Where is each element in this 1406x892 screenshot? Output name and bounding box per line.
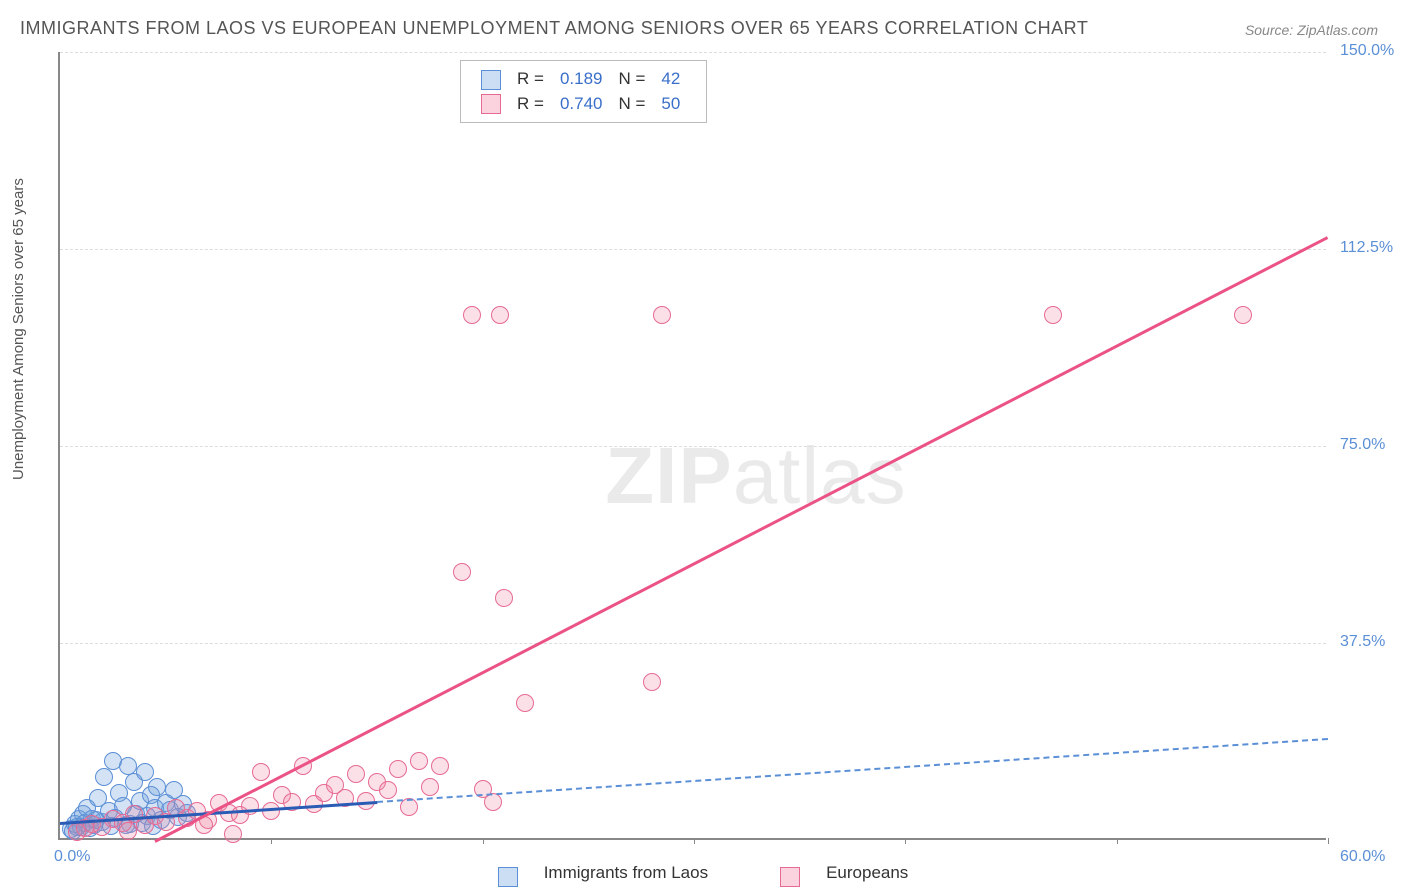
legend-swatch — [498, 867, 518, 887]
legend-item: Europeans — [762, 863, 926, 882]
scatter-point — [431, 757, 449, 775]
scatter-point — [389, 760, 407, 778]
legend-swatch — [481, 94, 501, 114]
legend-n-value: 50 — [653, 92, 688, 117]
legend-n-value: 42 — [653, 67, 688, 92]
legend-row: R =0.740N =50 — [473, 92, 688, 117]
legend-swatch — [481, 70, 501, 90]
x-tick — [483, 838, 484, 844]
scatter-point — [491, 306, 509, 324]
scatter-point — [410, 752, 428, 770]
y-tick-label: 150.0% — [1340, 42, 1394, 60]
legend-label: Immigrants from Laos — [544, 863, 708, 882]
legend-n-label: N = — [610, 67, 653, 92]
legend-r-value: 0.740 — [552, 92, 611, 117]
y-tick-label: 37.5% — [1340, 633, 1385, 651]
scatter-point — [643, 673, 661, 691]
plot-area: ZIPatlas — [58, 52, 1326, 840]
scatter-point — [119, 822, 137, 840]
scatter-point — [463, 306, 481, 324]
grid-line — [60, 249, 1326, 250]
source-label: Source: ZipAtlas.com — [1245, 22, 1378, 38]
legend-series: Immigrants from Laos Europeans — [0, 863, 1406, 884]
legend-n-label: N = — [610, 92, 653, 117]
x-tick — [905, 838, 906, 844]
legend-r-label: R = — [509, 92, 552, 117]
y-tick-label: 112.5% — [1340, 239, 1393, 257]
x-tick-label: 0.0% — [54, 848, 90, 866]
legend-swatch — [780, 867, 800, 887]
scatter-point — [136, 763, 154, 781]
chart-title: IMMIGRANTS FROM LAOS VS EUROPEAN UNEMPLO… — [20, 18, 1088, 39]
scatter-point — [347, 765, 365, 783]
scatter-point — [421, 778, 439, 796]
y-axis-label: Unemployment Among Seniors over 65 years — [10, 178, 27, 480]
legend-r-label: R = — [509, 67, 552, 92]
legend-correlation-box: R =0.189N =42R =0.740N =50 — [460, 60, 707, 123]
y-tick-label: 75.0% — [1340, 436, 1385, 454]
grid-line — [60, 446, 1326, 447]
grid-line — [60, 643, 1326, 644]
scatter-point — [224, 825, 242, 843]
x-tick — [694, 838, 695, 844]
legend-r-value: 0.189 — [552, 67, 611, 92]
scatter-point — [95, 768, 113, 786]
x-tick — [271, 838, 272, 844]
scatter-point — [653, 306, 671, 324]
trend-line — [377, 738, 1328, 803]
grid-line — [60, 52, 1326, 53]
scatter-point — [1234, 306, 1252, 324]
scatter-point — [252, 763, 270, 781]
x-tick-label: 60.0% — [1340, 848, 1385, 866]
scatter-point — [516, 694, 534, 712]
scatter-point — [379, 781, 397, 799]
scatter-point — [453, 563, 471, 581]
trend-line — [154, 236, 1328, 843]
legend-row: R =0.189N =42 — [473, 67, 688, 92]
legend-item: Immigrants from Laos — [480, 863, 726, 882]
legend-label: Europeans — [826, 863, 908, 882]
scatter-point — [495, 589, 513, 607]
x-tick — [1117, 838, 1118, 844]
scatter-point — [1044, 306, 1062, 324]
x-tick — [1328, 838, 1329, 844]
